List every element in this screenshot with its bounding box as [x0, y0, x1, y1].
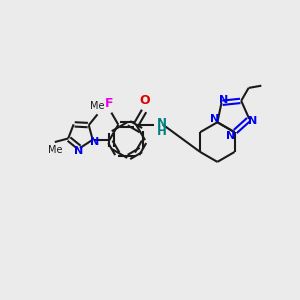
- Text: Me: Me: [90, 101, 105, 111]
- Text: N: N: [219, 95, 228, 105]
- Text: N: N: [248, 116, 257, 126]
- Text: F: F: [105, 97, 114, 110]
- Text: N: N: [157, 117, 167, 130]
- Text: N: N: [90, 137, 99, 147]
- Text: H: H: [157, 125, 167, 138]
- Text: N: N: [210, 114, 219, 124]
- Text: Me: Me: [48, 145, 62, 155]
- Text: O: O: [140, 94, 150, 107]
- Text: N: N: [74, 146, 84, 156]
- Text: N: N: [226, 131, 235, 141]
